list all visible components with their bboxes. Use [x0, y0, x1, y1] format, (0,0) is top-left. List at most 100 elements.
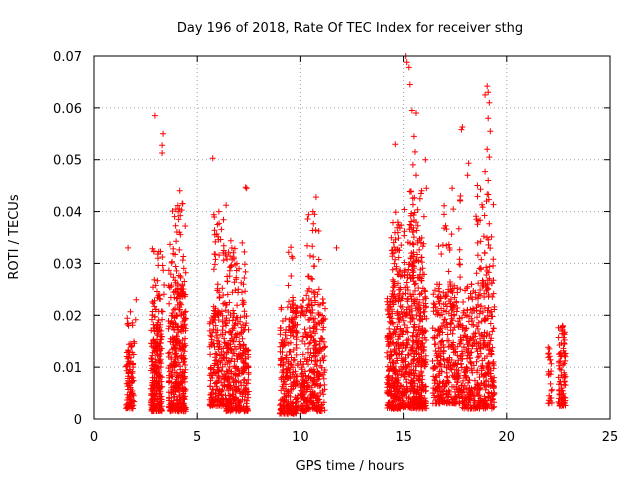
data-point — [155, 407, 162, 414]
data-point — [156, 372, 163, 379]
data-point — [235, 367, 242, 374]
data-point — [448, 307, 455, 314]
data-point — [416, 195, 423, 202]
data-point — [435, 243, 442, 250]
data-point — [148, 343, 155, 350]
data-point — [123, 405, 129, 412]
data-point — [391, 346, 398, 353]
data-point — [149, 308, 156, 315]
data-point — [445, 356, 452, 363]
data-point — [318, 402, 325, 409]
data-point — [384, 389, 391, 396]
data-point — [209, 318, 216, 325]
data-point — [218, 391, 225, 398]
data-point — [170, 306, 177, 313]
data-point — [445, 337, 452, 344]
data-point — [233, 274, 240, 281]
data-point — [293, 334, 300, 341]
data-point — [395, 336, 401, 343]
data-point — [399, 272, 405, 279]
data-point — [177, 212, 184, 219]
data-point — [446, 245, 453, 251]
data-point — [462, 333, 469, 340]
data-point — [178, 405, 185, 412]
data-point — [171, 397, 177, 404]
data-point — [490, 201, 497, 208]
data-point — [277, 324, 284, 331]
data-point — [400, 317, 407, 324]
data-point — [305, 349, 311, 356]
data-point — [454, 379, 461, 386]
data-point — [414, 296, 420, 303]
data-point — [227, 392, 234, 399]
data-point — [319, 300, 326, 307]
data-point — [438, 344, 445, 351]
data-point — [562, 382, 569, 389]
data-point — [151, 297, 158, 304]
data-point — [461, 344, 467, 350]
data-point — [297, 358, 304, 365]
data-point — [232, 394, 239, 401]
data-point — [231, 245, 238, 252]
data-point — [300, 333, 306, 340]
data-point — [150, 325, 157, 332]
data-point — [396, 286, 402, 293]
data-point — [413, 363, 420, 370]
data-point — [419, 381, 426, 388]
data-point — [483, 287, 490, 294]
data-point — [386, 367, 392, 374]
data-point — [422, 156, 429, 163]
data-point — [405, 261, 412, 268]
data-point — [429, 358, 436, 364]
data-point — [431, 301, 438, 308]
data-point — [233, 334, 240, 341]
data-points — [123, 53, 569, 417]
data-point — [172, 251, 179, 258]
data-point — [423, 185, 430, 192]
data-point — [423, 303, 429, 310]
data-point — [464, 352, 471, 359]
data-point — [303, 331, 310, 338]
data-point — [167, 294, 174, 301]
axis-ticks — [93, 55, 611, 420]
data-point — [456, 256, 463, 263]
data-point — [154, 319, 161, 326]
data-point — [283, 335, 290, 342]
data-point — [486, 390, 493, 397]
data-point — [313, 380, 320, 387]
data-point — [287, 332, 294, 339]
data-point — [409, 260, 416, 267]
data-point — [419, 243, 426, 250]
data-point — [456, 340, 463, 347]
data-point — [177, 397, 184, 404]
data-point — [173, 267, 180, 274]
data-point — [399, 291, 406, 298]
data-point — [165, 325, 172, 332]
data-point — [431, 377, 438, 383]
data-point — [148, 390, 155, 397]
data-point — [416, 391, 422, 398]
data-point — [127, 399, 134, 406]
data-point — [319, 335, 326, 342]
data-point — [445, 241, 452, 248]
data-point — [448, 400, 455, 407]
data-point — [174, 202, 181, 209]
data-point — [391, 280, 398, 287]
data-point — [389, 339, 396, 346]
data-point — [458, 126, 465, 133]
data-point — [157, 340, 164, 347]
data-point — [487, 370, 494, 377]
data-point — [409, 343, 416, 349]
data-point — [153, 403, 160, 410]
data-point — [485, 347, 492, 354]
data-point — [418, 290, 425, 297]
data-point — [407, 346, 414, 353]
data-point — [404, 341, 411, 348]
data-point — [214, 337, 221, 344]
data-point — [333, 244, 340, 251]
data-point — [402, 355, 409, 361]
data-point — [486, 99, 493, 106]
data-point — [480, 309, 486, 316]
data-point — [169, 208, 176, 215]
data-point — [303, 358, 310, 365]
